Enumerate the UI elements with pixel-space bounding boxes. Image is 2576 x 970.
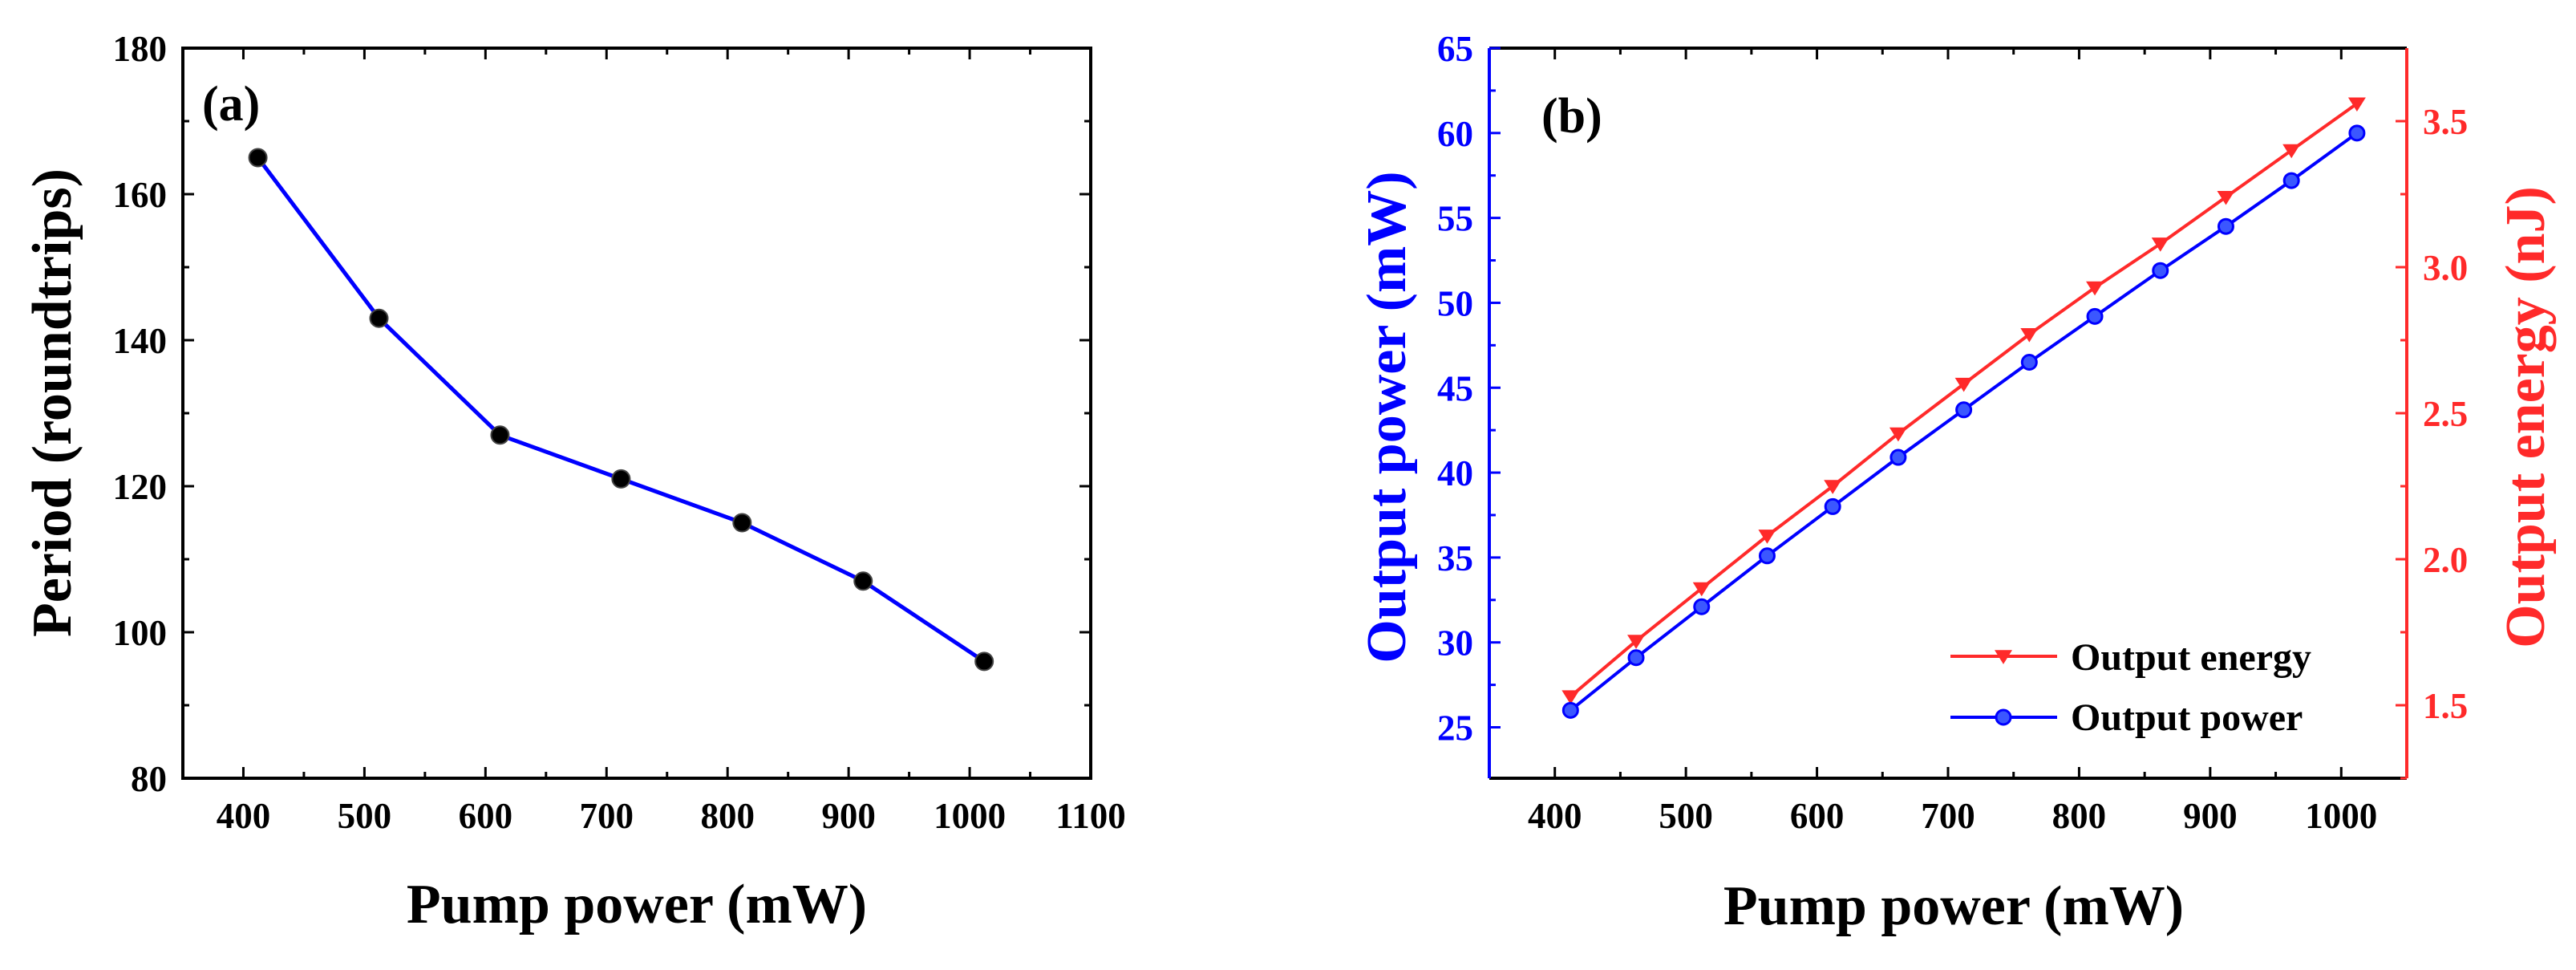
panel-b-output-energy-point-912 bbox=[2217, 190, 2235, 205]
panel-b-x-tick-label-1000: 1000 bbox=[2305, 796, 2377, 836]
panel-b-left-y-tick-label-60: 60 bbox=[1437, 114, 1473, 154]
panel-a-point-912 bbox=[853, 571, 873, 591]
panel-b-right-y-tick-label-1.5: 1.5 bbox=[2423, 686, 2468, 726]
panel-a-x-axis-title: Pump power (mW) bbox=[407, 874, 867, 936]
panel-a-y-tick-label-140: 140 bbox=[113, 321, 168, 361]
panel-b-left-y-tick-label-55: 55 bbox=[1437, 199, 1473, 239]
panel-b-right-y-tick-label-2.5: 2.5 bbox=[2423, 394, 2468, 434]
legend-output-energy-marker bbox=[1995, 650, 2012, 664]
panel-b-output-energy-point-562 bbox=[1758, 530, 1776, 544]
panel-a: (a) Pump power (mW) Period (roundtrips) … bbox=[22, 29, 1126, 936]
panel-b-output-energy-line bbox=[1569, 102, 2359, 698]
panel-a-x-tick-label-500: 500 bbox=[338, 796, 392, 836]
panel-b-output-energy-point-512 bbox=[1692, 582, 1711, 597]
panel-b-left-y-tick-label-25: 25 bbox=[1437, 708, 1473, 749]
panel-b-output-power-point-662 bbox=[1889, 448, 1907, 466]
panel-b-output-power-point-562 bbox=[1758, 547, 1776, 565]
panel-b-left-y-tick-label-35: 35 bbox=[1437, 538, 1473, 578]
panel-b-output-power-point-862 bbox=[2152, 262, 2169, 279]
panel-b-x-tick-label-900: 900 bbox=[2183, 796, 2238, 836]
legend-label-output-power: Output power bbox=[2071, 696, 2303, 739]
panel-a-point-712 bbox=[611, 469, 631, 489]
legend-output-power-marker bbox=[1995, 708, 2012, 726]
panel-a-period-line bbox=[256, 156, 986, 664]
panel-b-output-energy-point-962 bbox=[2282, 144, 2301, 159]
legend-label-output-energy: Output energy bbox=[2071, 636, 2311, 679]
panel-a-frame bbox=[181, 47, 1092, 780]
panel-b-output-energy-point-612 bbox=[1824, 480, 1842, 494]
panel-b-x-tick-label-800: 800 bbox=[2052, 796, 2107, 836]
panel-a-point-1012 bbox=[974, 651, 994, 672]
panel-a-point-412 bbox=[248, 148, 268, 168]
panel-b-output-energy-point-412 bbox=[1561, 690, 1580, 704]
panel-b-right-y-tick-label-3.0: 3.0 bbox=[2423, 248, 2468, 288]
panel-b-left-y-axis-title: Output power (mW) bbox=[1356, 171, 1418, 663]
panel-a-x-tick-label-1100: 1100 bbox=[1055, 796, 1126, 836]
panel-a-x-tick-label-900: 900 bbox=[821, 796, 876, 836]
panel-b-output-energy-point-462 bbox=[1627, 635, 1646, 649]
panel-a-y-tick-label-120: 120 bbox=[113, 467, 168, 507]
panel-b-label: (b) bbox=[1541, 89, 1602, 144]
panel-a-point-612 bbox=[490, 425, 510, 445]
panel-a-point-512 bbox=[369, 308, 389, 328]
panel-b-output-power-point-512 bbox=[1693, 598, 1711, 615]
panel-a-y-tick-label-180: 180 bbox=[113, 29, 168, 69]
panel-b-output-energy-point-812 bbox=[2086, 281, 2104, 296]
panel-b-x-tick-label-600: 600 bbox=[1790, 796, 1845, 836]
legend: Output energy Output power bbox=[1950, 636, 2311, 739]
panel-a-point-812 bbox=[732, 513, 752, 533]
panel-b-x-tick-label-500: 500 bbox=[1659, 796, 1713, 836]
panel-b-left-y-tick-label-50: 50 bbox=[1437, 283, 1473, 323]
panel-b-left-y-tick-label-40: 40 bbox=[1437, 453, 1473, 493]
panel-a-x-tick-label-400: 400 bbox=[217, 796, 271, 836]
panel-b-x-tick-label-700: 700 bbox=[1921, 796, 1975, 836]
panel-a-x-tick-label-800: 800 bbox=[700, 796, 755, 836]
panel-b-output-power-point-962 bbox=[2282, 172, 2300, 189]
panel-b-right-y-axis-title: Output energy (nJ) bbox=[2495, 186, 2557, 648]
panel-a-x-tick-label-700: 700 bbox=[580, 796, 634, 836]
panel-b-output-energy-point-762 bbox=[2020, 328, 2039, 343]
panel-b-output-power-point-762 bbox=[2020, 354, 2038, 371]
panel-a-y-axis-title: Period (roundtrips) bbox=[22, 168, 83, 637]
panel-b-output-power-point-712 bbox=[1955, 401, 1973, 419]
panel-b-right-y-tick-label-3.5: 3.5 bbox=[2423, 102, 2468, 142]
panel-b-right-y-tick-label-2.0: 2.0 bbox=[2423, 540, 2468, 580]
panel-b-output-power-point-812 bbox=[2086, 307, 2104, 325]
panel-a-x-tick-label-600: 600 bbox=[459, 796, 513, 836]
panel-b: (b) Pump power (mW) Output power (mW) Ou… bbox=[1356, 29, 2557, 937]
panel-a-x-tick-label-1000: 1000 bbox=[934, 796, 1006, 836]
panel-b-x-axis-title: Pump power (mW) bbox=[1723, 875, 2184, 937]
panel-a-y-tick-label-80: 80 bbox=[131, 759, 167, 799]
panel-b-x-tick-label-400: 400 bbox=[1528, 796, 1582, 836]
panel-b-output-energy-point-862 bbox=[2151, 237, 2169, 252]
panel-b-output-energy-point-712 bbox=[1954, 377, 1973, 392]
panel-b-output-power-line bbox=[1569, 132, 2359, 712]
panel-a-label: (a) bbox=[202, 77, 260, 132]
panel-b-left-y-tick-label-45: 45 bbox=[1437, 368, 1473, 408]
panel-b-output-energy-point-662 bbox=[1889, 427, 1907, 442]
panel-b-left-y-tick-label-30: 30 bbox=[1437, 623, 1473, 664]
panel-a-y-tick-label-100: 100 bbox=[113, 613, 168, 653]
panel-b-output-power-point-612 bbox=[1824, 497, 1841, 515]
panel-b-output-power-point-912 bbox=[2217, 217, 2234, 235]
panel-b-output-power-point-412 bbox=[1561, 701, 1579, 719]
panel-b-output-power-point-1012 bbox=[2348, 124, 2366, 142]
panel-b-output-power-point-462 bbox=[1627, 649, 1645, 667]
panel-a-y-tick-label-160: 160 bbox=[113, 175, 168, 215]
panel-b-left-y-tick-label-65: 65 bbox=[1437, 29, 1473, 69]
panel-b-output-energy-point-1012 bbox=[2347, 97, 2366, 112]
